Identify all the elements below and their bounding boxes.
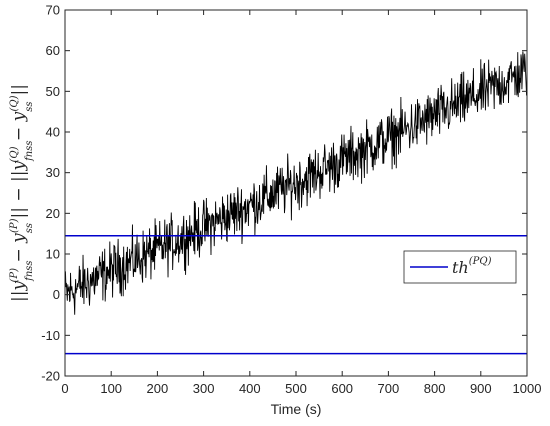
x-tick-label: 1000 xyxy=(513,381,542,396)
y-tick-label: 30 xyxy=(46,165,60,180)
legend-label-threshold: th(PQ) xyxy=(452,256,492,277)
axis-ticks: 0 100 200 300 400 500 600 700 800 900 1000 -20 -10 0 1… xyxy=(41,3,541,397)
x-tick-label: 200 xyxy=(147,381,169,396)
x-tick-label: 100 xyxy=(100,381,122,396)
x-axis-label: Time (s) xyxy=(271,401,322,417)
x-tick-label: 700 xyxy=(378,381,400,396)
x-tick-label: 0 xyxy=(61,381,68,396)
y-tick-label: 50 xyxy=(46,84,60,99)
x-tick-label: 900 xyxy=(470,381,492,396)
chart-traces xyxy=(64,51,528,355)
y-tick-label: 60 xyxy=(46,43,60,58)
y-tick-label: 10 xyxy=(46,247,60,262)
y-axis-label: ||yfnss(P) − yss(P)|| − ||yfnss(Q) − yss… xyxy=(9,84,35,302)
x-tick-label: 600 xyxy=(331,381,353,396)
x-tick-label: 300 xyxy=(193,381,215,396)
y-tick-label: 40 xyxy=(46,125,60,140)
y-tick-label: -10 xyxy=(41,328,60,343)
y-tick-label: 0 xyxy=(53,287,60,302)
y-tick-label: 20 xyxy=(46,206,60,221)
x-tick-label: 800 xyxy=(424,381,446,396)
legend: th(PQ) xyxy=(403,250,517,284)
y-tick-label: 70 xyxy=(46,3,60,18)
x-tick-label: 400 xyxy=(239,381,261,396)
series-line-noisy-trace xyxy=(64,51,528,315)
y-tick-label: -20 xyxy=(41,369,60,384)
x-tick-label: 500 xyxy=(285,381,307,396)
